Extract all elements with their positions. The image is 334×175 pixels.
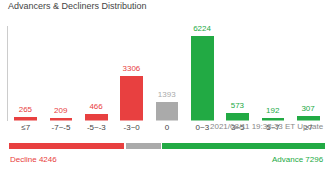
svg-text:265: 265 [19,105,33,114]
svg-text:0: 0 [165,123,170,132]
svg-text:≥7: ≥7 [304,123,313,132]
svg-text:0~3: 0~3 [196,123,210,132]
svg-text:Decline 4246: Decline 4246 [10,155,57,164]
svg-text:209: 209 [54,106,68,115]
svg-text:Advancers & Decliners Distribu: Advancers & Decliners Distribution [8,1,147,11]
svg-text:466: 466 [89,102,103,111]
svg-text:3306: 3306 [122,64,140,73]
svg-text:2021/08/11 19:32:33 ET Update: 2021/08/11 19:32:33 ET Update [210,122,324,131]
svg-text:≤7: ≤7 [21,123,30,132]
svg-text:5~7: 5~7 [266,123,280,132]
svg-text:192: 192 [266,106,280,115]
svg-text:-7~-5: -7~-5 [52,123,71,132]
svg-text:3~5: 3~5 [231,123,245,132]
svg-text:6224: 6224 [193,24,211,33]
svg-text:307: 307 [301,104,315,113]
svg-text:-3~0: -3~0 [124,123,141,132]
svg-text:1393: 1393 [158,90,176,99]
svg-text:573: 573 [231,101,245,110]
svg-text:Advance 7296: Advance 7296 [272,155,324,164]
svg-text:-5~-3: -5~-3 [87,123,106,132]
